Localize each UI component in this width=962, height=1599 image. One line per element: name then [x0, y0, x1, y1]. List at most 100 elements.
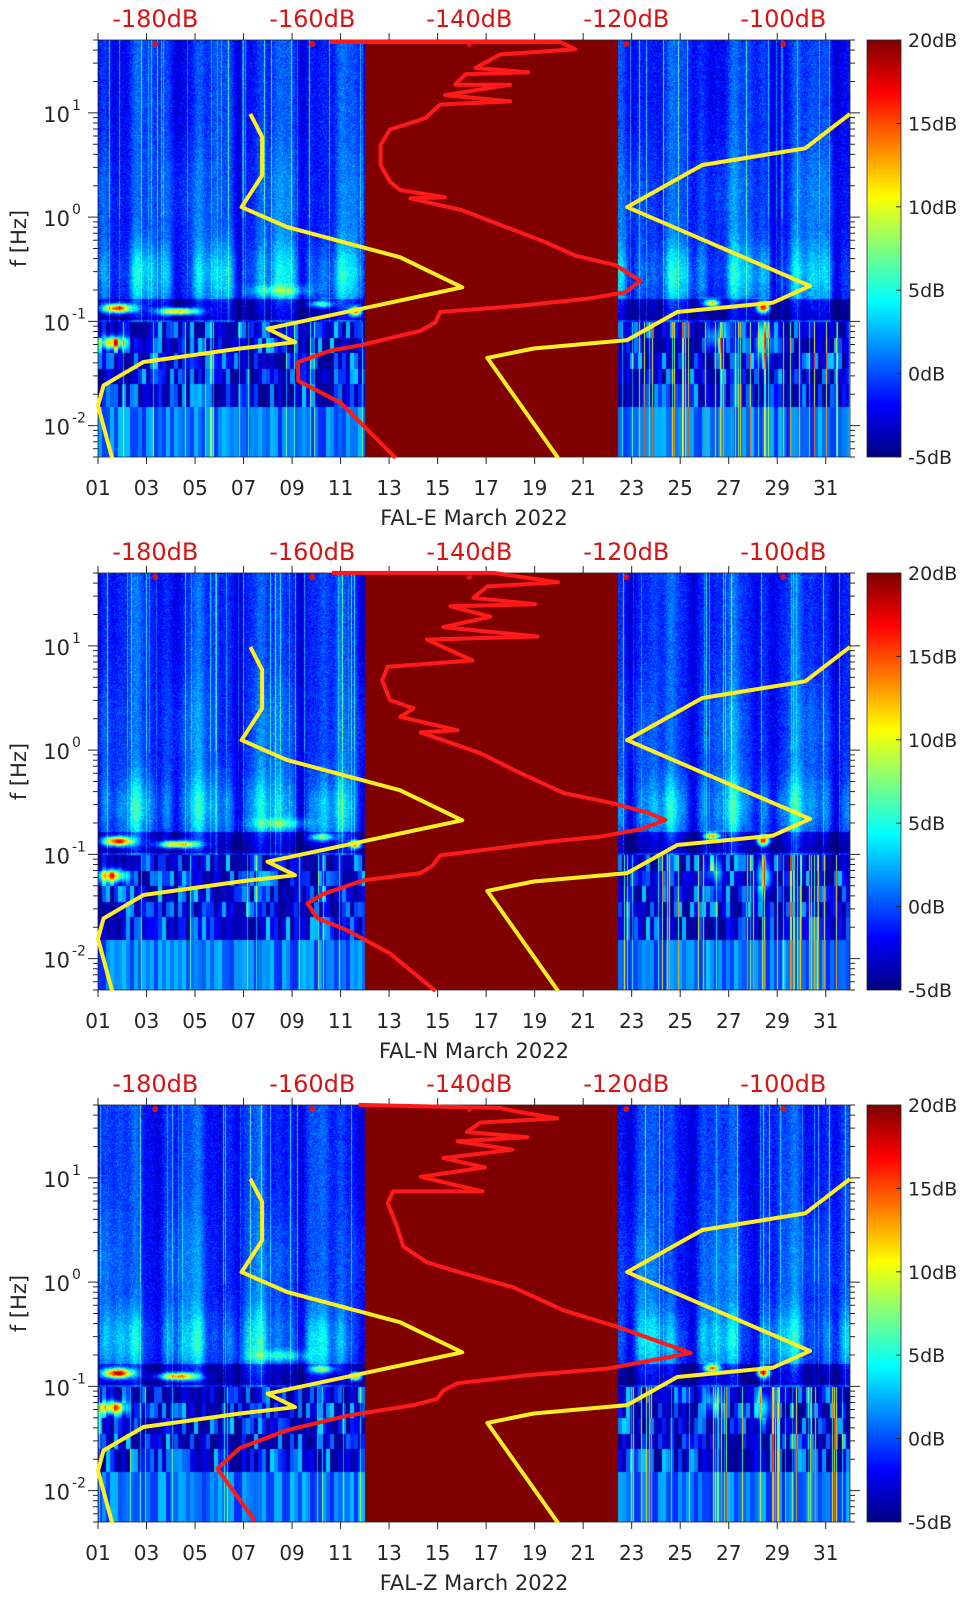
y-tick-exponent: 1 — [72, 1163, 81, 1179]
x-tick-label: 23 — [619, 1009, 644, 1033]
high-noise-model-line — [485, 1177, 852, 1525]
x-tick-label: 19 — [522, 476, 547, 500]
y-tick-label: 10 — [43, 1481, 70, 1505]
low-noise-model-line — [96, 1177, 465, 1524]
colorbar-label: 10dB — [908, 730, 957, 752]
top-db-label: -120dB — [583, 5, 669, 33]
x-tick-label: 05 — [182, 1541, 207, 1565]
y-axis-label: f [Hz] — [7, 743, 31, 800]
x-tick-label: 15 — [425, 476, 450, 500]
x-tick-label: 27 — [716, 476, 741, 500]
y-tick-label: 10 — [43, 740, 70, 764]
y-tick-exponent: -1 — [72, 306, 86, 322]
top-db-label: -160dB — [269, 5, 355, 33]
top-db-label: -140dB — [426, 5, 512, 33]
colorbar-label: -5dB — [908, 1512, 952, 1534]
x-tick-label: 19 — [522, 1009, 547, 1033]
x-tick-label: 01 — [85, 476, 110, 500]
colorbar-label: -5dB — [908, 447, 952, 469]
y-axis-label: f [Hz] — [7, 1275, 31, 1332]
top-db-label: -180dB — [112, 538, 198, 566]
colorbar-label: 15dB — [908, 646, 957, 668]
x-tick-label: 21 — [570, 1009, 595, 1033]
x-tick-label: 13 — [376, 1009, 401, 1033]
top-db-label: -180dB — [112, 1070, 198, 1098]
db-marker — [309, 1106, 316, 1112]
x-tick-label: 23 — [619, 476, 644, 500]
colorbar-label: 15dB — [908, 113, 957, 135]
x-tick-label: 17 — [473, 476, 498, 500]
x-tick-label: 19 — [522, 1541, 547, 1565]
x-tick-label: 09 — [279, 1009, 304, 1033]
y-tick-exponent: 1 — [72, 631, 81, 647]
db-marker — [623, 574, 630, 580]
y-tick-exponent: 1 — [72, 98, 81, 114]
y-tick-label: 10 — [43, 636, 70, 660]
colorbar-label: 5dB — [908, 280, 945, 302]
db-marker — [152, 41, 159, 47]
y-tick-exponent: -2 — [72, 1476, 86, 1492]
top-db-label: -100dB — [740, 1070, 826, 1098]
y-tick-exponent: -2 — [72, 411, 86, 427]
y-tick-exponent: -1 — [72, 1371, 86, 1387]
y-tick-label: 10 — [43, 103, 70, 127]
y-axis-label: f [Hz] — [7, 210, 31, 267]
x-tick-label: 03 — [134, 476, 159, 500]
colorbar-label: -5dB — [908, 980, 952, 1002]
y-tick-label: 10 — [43, 1168, 70, 1192]
top-db-label: -160dB — [269, 1070, 355, 1098]
low-noise-model-line — [96, 112, 465, 459]
psd-line — [296, 40, 643, 460]
x-tick-label: 15 — [425, 1009, 450, 1033]
colorbar-frame — [866, 1104, 902, 1523]
db-marker — [309, 41, 316, 47]
x-tick-label: 27 — [716, 1009, 741, 1033]
x-tick-label: 11 — [328, 1009, 353, 1033]
colorbar-label: 5dB — [908, 813, 945, 835]
colorbar-label: 20dB — [908, 563, 957, 585]
y-tick-exponent: 0 — [72, 1267, 81, 1283]
top-db-label: -140dB — [426, 538, 512, 566]
x-tick-label: 27 — [716, 1541, 741, 1565]
colorbar-label: 20dB — [908, 1095, 957, 1117]
db-marker — [780, 41, 787, 47]
x-tick-label: 23 — [619, 1541, 644, 1565]
x-tick-label: 15 — [425, 1541, 450, 1565]
x-tick-label: 11 — [328, 476, 353, 500]
psd-line — [305, 570, 668, 993]
x-tick-label: 31 — [813, 476, 838, 500]
x-axis-label: FAL-N March 2022 — [379, 1039, 569, 1063]
colorbar-label: 10dB — [908, 197, 957, 219]
x-tick-label: 03 — [134, 1009, 159, 1033]
colorbar-1 — [867, 40, 901, 457]
x-tick-label: 11 — [328, 1541, 353, 1565]
y-tick-label: 10 — [43, 844, 70, 868]
db-marker — [780, 1106, 787, 1112]
x-tick-label: 07 — [231, 476, 256, 500]
x-tick-label: 21 — [570, 1541, 595, 1565]
colorbar-label: 0dB — [908, 897, 945, 919]
x-tick-label: 21 — [570, 476, 595, 500]
top-db-label: -100dB — [740, 538, 826, 566]
x-tick-label: 05 — [182, 1009, 207, 1033]
top-db-label: -160dB — [269, 538, 355, 566]
y-tick-label: 10 — [43, 1376, 70, 1400]
x-tick-label: 09 — [279, 1541, 304, 1565]
x-tick-label: 29 — [764, 1009, 789, 1033]
colorbar-label: 15dB — [908, 1178, 957, 1200]
x-tick-label: 05 — [182, 476, 207, 500]
db-marker — [152, 1106, 159, 1112]
db-marker — [152, 574, 159, 580]
colorbar-label: 0dB — [908, 1429, 945, 1451]
x-tick-label: 31 — [813, 1009, 838, 1033]
x-tick-label: 17 — [473, 1009, 498, 1033]
top-db-label: -120dB — [583, 538, 669, 566]
y-tick-exponent: 0 — [72, 202, 81, 218]
colorbar-2 — [867, 573, 901, 990]
x-tick-label: 09 — [279, 476, 304, 500]
y-tick-label: 10 — [43, 949, 70, 973]
x-axis-label: FAL-E March 2022 — [380, 506, 568, 530]
top-db-label: -100dB — [740, 5, 826, 33]
